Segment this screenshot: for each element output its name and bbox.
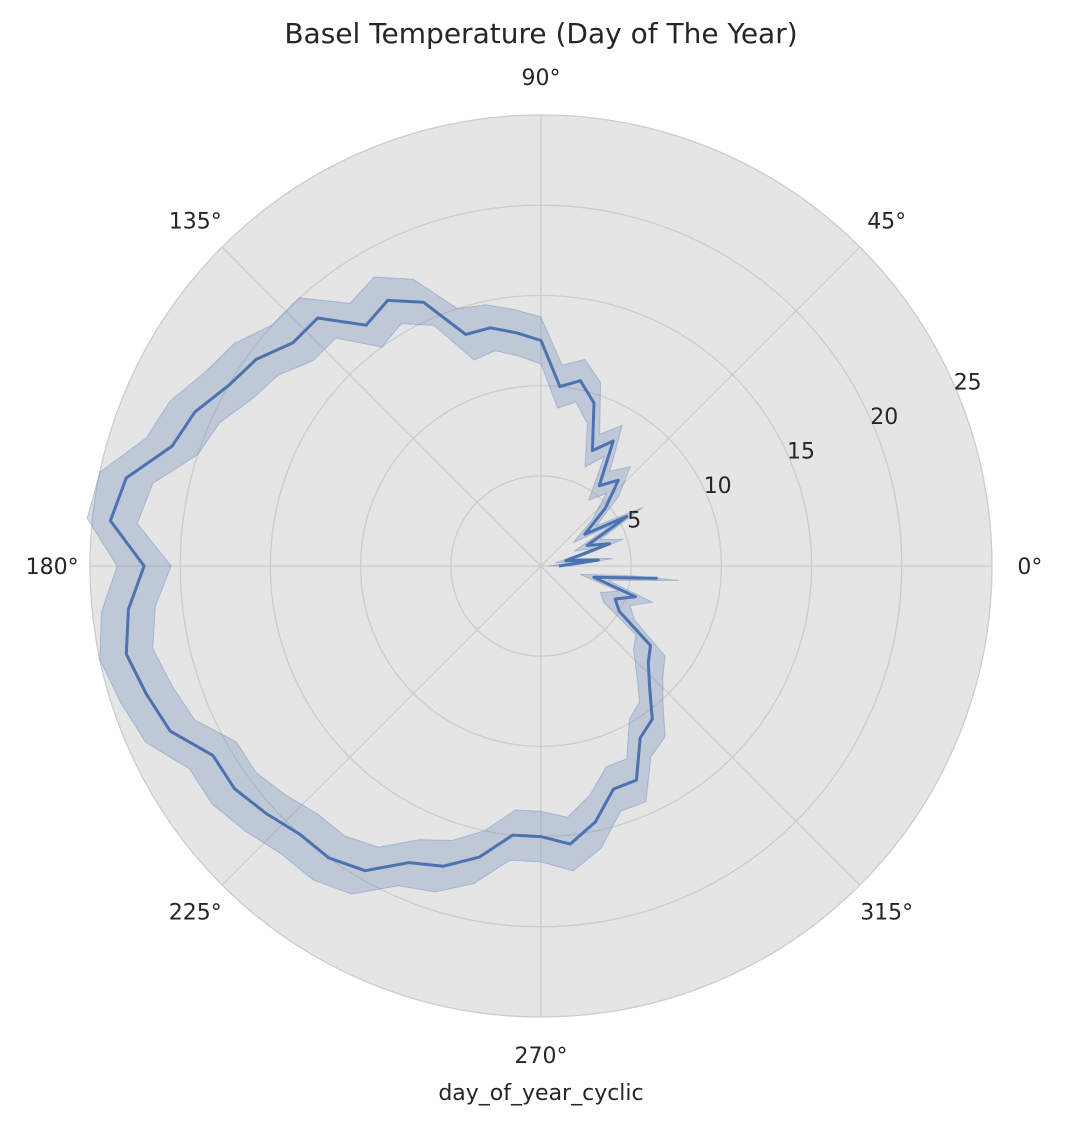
theta-tick-label: 90° [522,66,561,91]
theta-tick-label: 180° [26,555,79,580]
polar-grid [89,114,993,1018]
theta-tick-label: 225° [169,901,222,926]
theta-tick-label: 315° [860,901,913,926]
theta-gridline [540,246,861,567]
theta-gridline [221,246,542,567]
theta-gridline [221,565,542,886]
chart-title: Basel Temperature (Day of The Year) [284,17,797,50]
r-tick-label: 10 [704,474,732,499]
r-tick-label: 20 [870,405,898,430]
r-tick-label: 5 [627,509,641,534]
temperature-line [108,298,658,873]
theta-gridline [540,565,861,886]
band-area [86,276,680,895]
theta-tick-label: 45° [867,209,906,234]
x-axis-label: day_of_year_cyclic [438,1081,643,1106]
confidence-band [86,276,680,895]
r-tick-label: 25 [954,370,982,395]
theta-tick-label: 135° [169,209,222,234]
theta-tick-label: 270° [515,1044,568,1069]
r-tick-label: 15 [787,439,815,464]
theta-tick-label: 0° [1017,555,1042,580]
radial-tick-labels: 5 10 15 20 25 [627,370,981,533]
theta-tick-labels: 0° 45° 90° 135° 180° 225° 270° 315° [26,66,1043,1069]
series-line [108,298,658,873]
